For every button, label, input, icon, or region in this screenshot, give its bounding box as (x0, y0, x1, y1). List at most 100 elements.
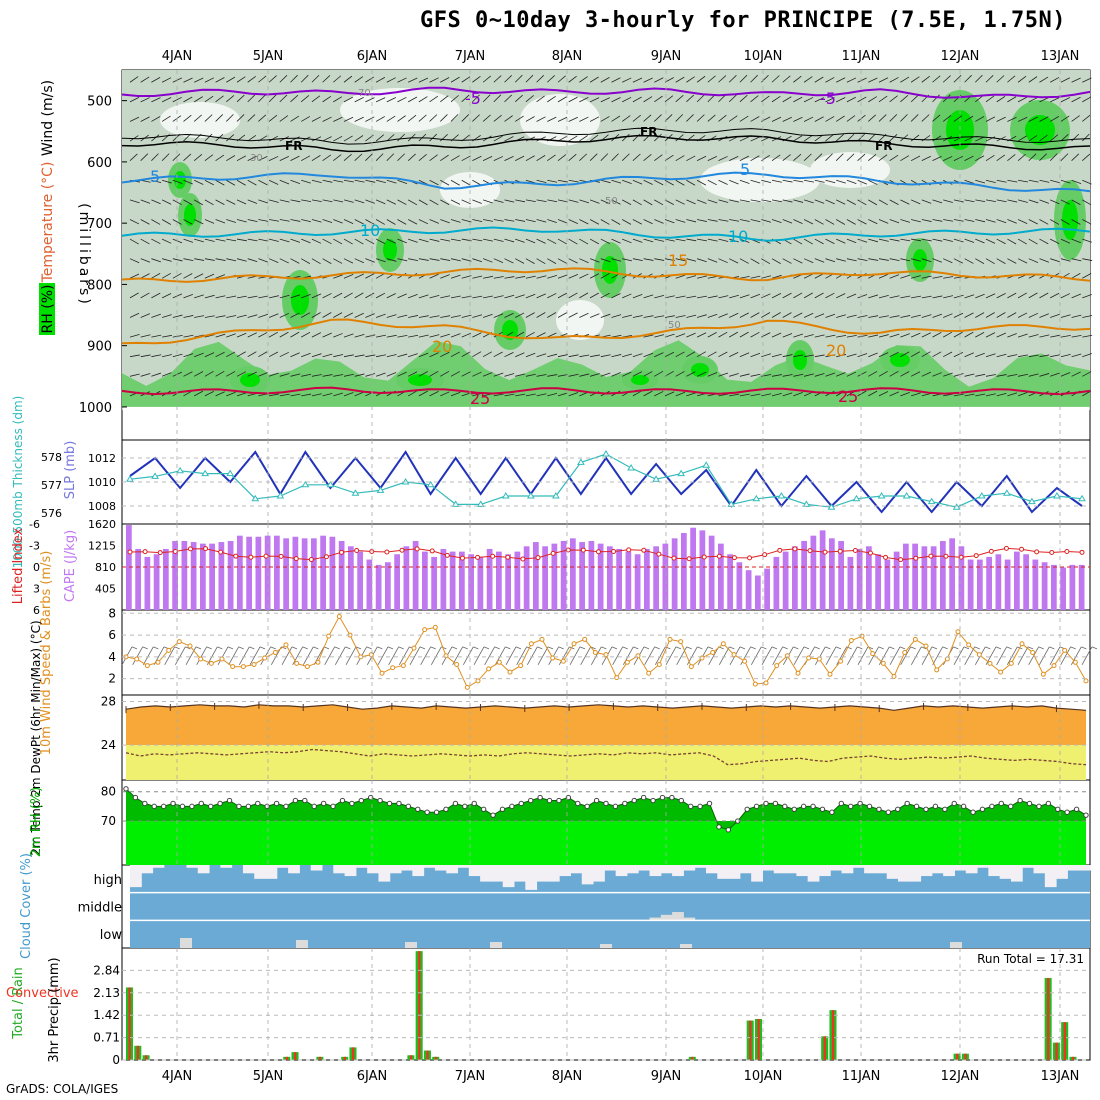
wind-barb (804, 354, 815, 358)
precip-convective-bar (749, 1020, 752, 1060)
wind-barb (365, 76, 375, 83)
wind-barb (215, 370, 225, 377)
wind-barb (846, 258, 857, 262)
wind-barb (825, 116, 835, 122)
wind-barb (793, 354, 804, 358)
wind-barb (675, 238, 686, 242)
wind-barb (836, 372, 846, 377)
wind-barb (215, 95, 224, 103)
precip-convective-bar (1071, 1056, 1075, 1060)
cape-bar (838, 540, 844, 610)
precip-convective-bar (418, 951, 421, 1060)
wind-barb (183, 238, 194, 243)
rh2m-point (424, 809, 430, 815)
wind-barb (868, 219, 878, 225)
wind-barb (996, 154, 1006, 161)
wind-barb (696, 371, 707, 377)
y-tick-label: 600 (87, 156, 112, 171)
wind-speed-point (976, 652, 982, 658)
precip-tick: 0 (112, 1053, 120, 1067)
wind-barb (354, 135, 364, 142)
wind-barb (226, 76, 236, 83)
wind-speed-point (379, 670, 385, 676)
wind-barb (729, 294, 739, 299)
wind-barb (515, 331, 525, 338)
wind-barb (343, 75, 353, 83)
wind-barb (632, 294, 643, 299)
wind-barb (322, 199, 333, 203)
rh2m-point (537, 794, 543, 801)
surface-wind-barb (292, 646, 304, 666)
cloud-low-clear (296, 940, 308, 948)
wind-barb (750, 136, 760, 142)
wind-barb (975, 393, 986, 397)
wind-barb (686, 371, 696, 377)
wind-barb (322, 393, 333, 397)
wind-barb (675, 155, 685, 162)
li-point (671, 555, 677, 561)
wind-barb (397, 77, 407, 83)
wind-barb (932, 275, 943, 279)
thickness-point (802, 500, 811, 507)
wind-barb (161, 179, 172, 184)
wind-barb (1082, 258, 1093, 261)
rh2m-point (753, 803, 760, 810)
rh-axis-label: RH (%) (40, 285, 56, 334)
cape-bar (366, 559, 373, 610)
wind-barb (279, 115, 289, 122)
cloud-high-clear (412, 865, 425, 877)
wind-barb (375, 77, 386, 83)
cape-bar (782, 551, 789, 610)
wind-barb (589, 76, 599, 83)
wind-barb (194, 77, 204, 83)
wind-barb (354, 334, 365, 338)
wind-barb (236, 94, 245, 103)
rh2m-point (631, 797, 637, 804)
wind-barb (771, 332, 782, 338)
surface-wind-barb-flag (857, 646, 863, 650)
surface-wind-barb-flag (995, 646, 1002, 650)
rh2m-point (650, 797, 656, 804)
wind-barb (226, 95, 235, 103)
wind-barb (985, 219, 996, 223)
wind-barb (622, 219, 632, 225)
surface-wind-barb-flag (345, 646, 351, 650)
wind-barb (975, 199, 986, 203)
wind-barb (836, 258, 846, 262)
wind-barb (194, 371, 204, 377)
wind-barb (750, 275, 761, 279)
wind-barb (857, 77, 867, 83)
wind-barb (333, 354, 344, 358)
wind-barb (322, 219, 333, 224)
wind-barb (493, 156, 504, 162)
y-tick-label: 700 (87, 217, 112, 232)
wind-barb (418, 371, 428, 377)
wind-barb (729, 331, 739, 338)
wind-speed-point (326, 633, 332, 639)
wind-speed-point (603, 652, 609, 658)
wind-barb (707, 238, 718, 242)
wind-barb (215, 274, 226, 279)
wind-barb (611, 179, 622, 184)
wind-barb (547, 312, 557, 318)
wind-speed-point (304, 664, 310, 670)
rh2m-point (857, 800, 863, 807)
wind-barb (985, 116, 996, 122)
wind-barb (835, 153, 844, 161)
wind-barb (568, 354, 579, 358)
surface-wind-barb (1060, 646, 1072, 666)
rh2m-tick: 70 (101, 814, 116, 828)
wind-barb (472, 75, 481, 83)
wind-speed-point (208, 660, 214, 666)
rh2m-point (913, 803, 920, 810)
wind-barb (204, 273, 215, 279)
cape-bar (1051, 564, 1057, 610)
wind-barb (632, 353, 643, 358)
wind-barb (643, 294, 654, 299)
cape-bar (542, 546, 548, 610)
wind-barb (461, 258, 472, 262)
wind-barb (226, 238, 237, 242)
wind-speed-point (902, 650, 908, 655)
wind-barb (343, 258, 354, 264)
wind-barb (279, 179, 290, 185)
